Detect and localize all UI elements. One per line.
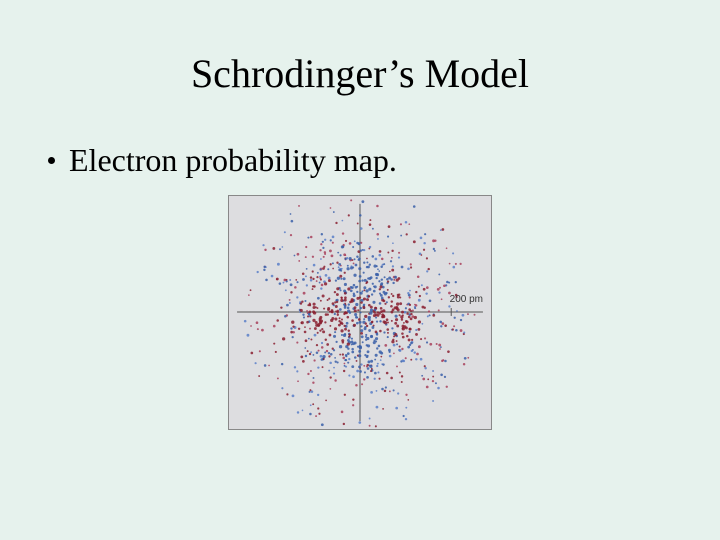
probability-map-figure: 200 pm [228, 195, 492, 430]
page-title: Schrodinger’s Model [0, 50, 720, 97]
bullet-dot-icon [48, 157, 55, 164]
bullet-text: Electron probability map. [69, 142, 397, 179]
scatter-plot [229, 196, 491, 429]
scale-label: 200 pm [450, 294, 483, 305]
bullet-item: Electron probability map. [48, 142, 397, 179]
